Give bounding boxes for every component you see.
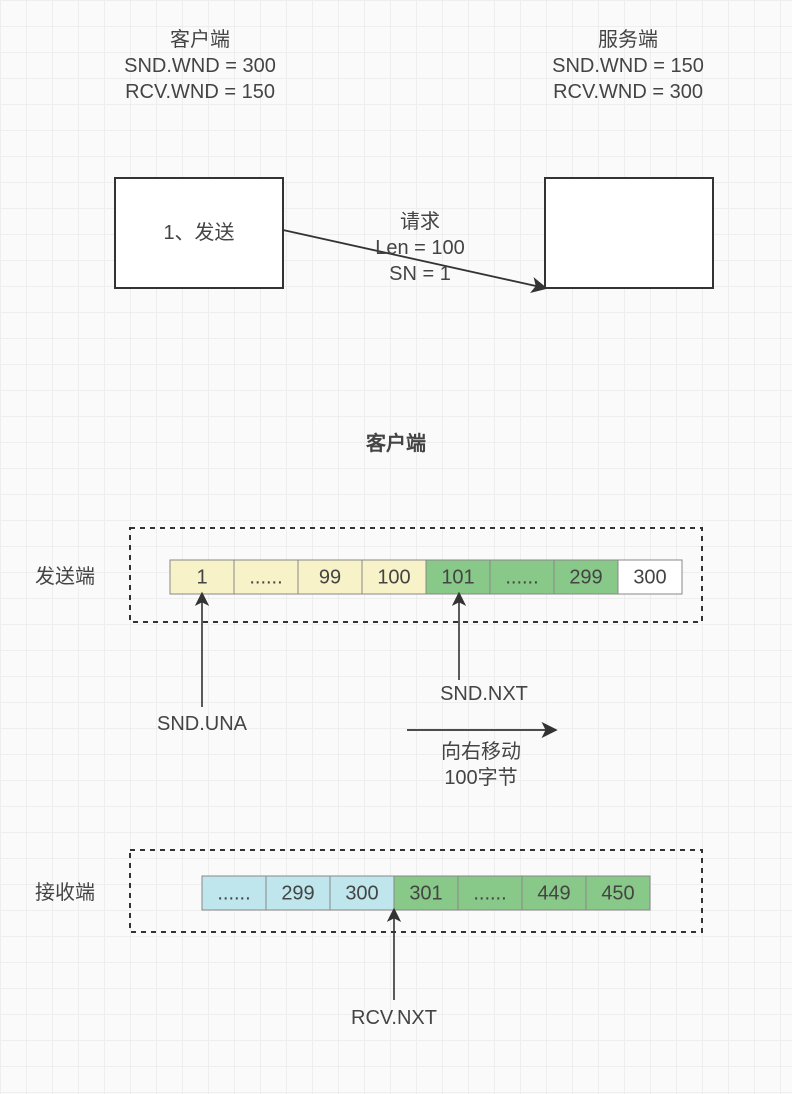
receiver-cell-value: 301	[409, 882, 442, 904]
client-title: 客户端	[170, 28, 230, 51]
sender-cell-value: 101	[441, 566, 474, 588]
receiver-cell-value: ......	[473, 882, 506, 904]
server-line1: SND.WND = 150	[552, 55, 704, 77]
sender-cell-value: 1	[196, 566, 207, 588]
receiver-cell-value: 300	[345, 882, 378, 904]
request-line2: Len = 100	[375, 237, 465, 259]
client-line1: SND.WND = 300	[124, 55, 276, 77]
sender-cell-value: 100	[377, 566, 410, 588]
receiver-cell-value: 450	[601, 882, 634, 904]
server-line2: RCV.WND = 300	[553, 81, 703, 103]
receiver-cell-value: ......	[217, 882, 250, 904]
rcv-nxt-label: RCV.NXT	[351, 1007, 437, 1029]
request-line1: 请求	[400, 210, 440, 233]
server-title: 服务端	[598, 28, 658, 51]
snd-una-label: SND.UNA	[157, 713, 248, 735]
sender-label: 发送端	[35, 565, 95, 588]
sender-cell-value: 299	[569, 566, 602, 588]
move-line1: 向右移动	[441, 740, 521, 763]
server-box	[545, 178, 713, 288]
sender-cell-value: ......	[249, 566, 282, 588]
sender-cell-value: ......	[505, 566, 538, 588]
receiver-cell-value: 299	[281, 882, 314, 904]
sender-cell-value: 99	[319, 566, 341, 588]
receiver-label: 接收端	[35, 881, 95, 904]
receiver-cell-value: 449	[537, 882, 570, 904]
snd-nxt-label: SND.NXT	[440, 683, 528, 705]
section-title: 客户端	[365, 431, 426, 455]
client-box-label: 1、发送	[163, 221, 234, 244]
client-line2: RCV.WND = 150	[125, 81, 275, 103]
request-line3: SN = 1	[389, 263, 451, 285]
move-line2: 100字节	[444, 766, 517, 789]
sender-cell-value: 300	[633, 566, 666, 588]
